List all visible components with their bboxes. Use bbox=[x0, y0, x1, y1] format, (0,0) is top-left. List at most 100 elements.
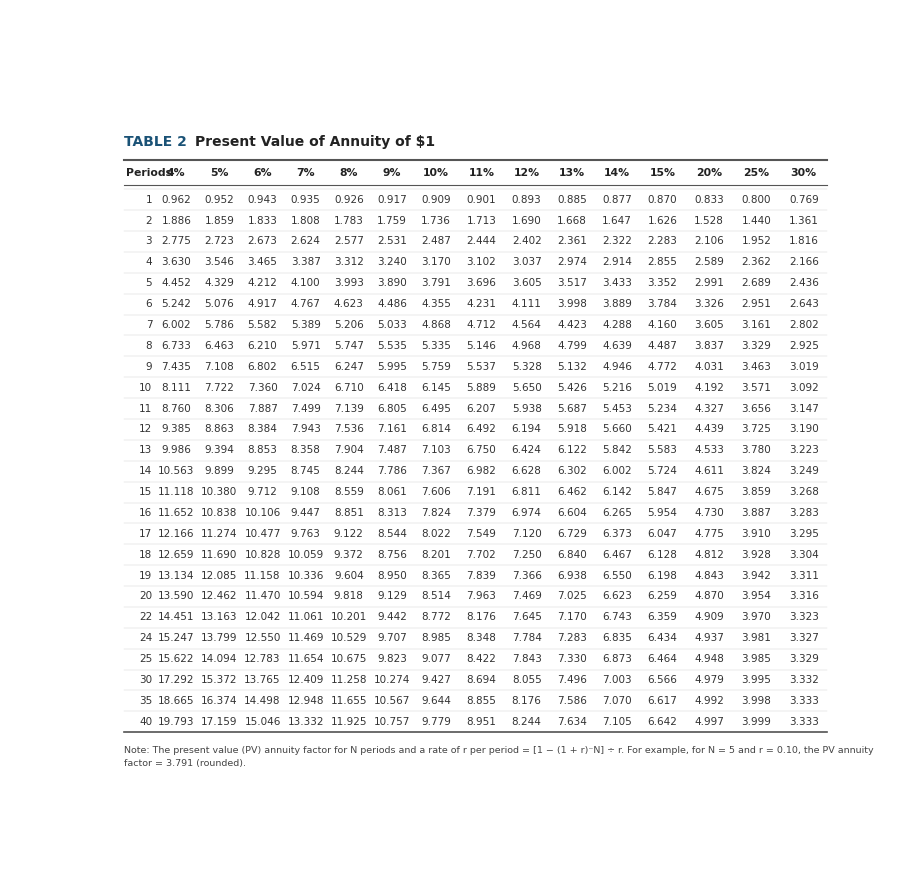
Text: 7.025: 7.025 bbox=[557, 591, 587, 601]
Text: 4.329: 4.329 bbox=[204, 278, 234, 289]
Text: 0.833: 0.833 bbox=[694, 194, 724, 205]
Text: 19.793: 19.793 bbox=[158, 717, 194, 726]
Text: 5.660: 5.660 bbox=[602, 424, 632, 434]
Text: 18: 18 bbox=[139, 550, 152, 559]
Text: 15.372: 15.372 bbox=[201, 675, 238, 685]
Text: 4.100: 4.100 bbox=[291, 278, 321, 289]
Text: 1.626: 1.626 bbox=[647, 216, 678, 226]
Text: 10.529: 10.529 bbox=[331, 633, 367, 643]
Text: 1.528: 1.528 bbox=[694, 216, 724, 226]
Text: 30%: 30% bbox=[791, 168, 817, 178]
Text: 4.868: 4.868 bbox=[421, 320, 451, 330]
Text: 11.158: 11.158 bbox=[244, 571, 281, 581]
Text: 4.948: 4.948 bbox=[694, 654, 724, 664]
Text: 2.444: 2.444 bbox=[466, 236, 496, 247]
Text: 2.166: 2.166 bbox=[788, 258, 819, 267]
Text: 10: 10 bbox=[139, 383, 152, 392]
Text: 4.946: 4.946 bbox=[602, 361, 632, 372]
Text: 10.201: 10.201 bbox=[331, 613, 367, 622]
Text: 6.938: 6.938 bbox=[557, 571, 587, 581]
Text: 5.146: 5.146 bbox=[466, 341, 496, 351]
Text: 6.002: 6.002 bbox=[602, 466, 632, 476]
Text: 14: 14 bbox=[139, 466, 152, 476]
Text: 14%: 14% bbox=[604, 168, 630, 178]
Text: 6.974: 6.974 bbox=[512, 508, 542, 518]
Text: 5.938: 5.938 bbox=[512, 403, 542, 414]
Text: 8.358: 8.358 bbox=[291, 445, 321, 456]
Text: 7.139: 7.139 bbox=[333, 403, 364, 414]
Text: 1.808: 1.808 bbox=[291, 216, 321, 226]
Text: 9.442: 9.442 bbox=[377, 613, 407, 622]
Text: 4.327: 4.327 bbox=[694, 403, 724, 414]
Text: 5.033: 5.033 bbox=[377, 320, 407, 330]
Text: 5.426: 5.426 bbox=[557, 383, 587, 392]
Text: 3.387: 3.387 bbox=[291, 258, 321, 267]
Text: 10.567: 10.567 bbox=[374, 696, 410, 706]
Text: 20%: 20% bbox=[696, 168, 722, 178]
Text: 5.889: 5.889 bbox=[466, 383, 496, 392]
Text: 6.434: 6.434 bbox=[647, 633, 678, 643]
Text: 20: 20 bbox=[139, 591, 152, 601]
Text: 9.447: 9.447 bbox=[291, 508, 321, 518]
Text: 6.814: 6.814 bbox=[421, 424, 451, 434]
Text: 5.242: 5.242 bbox=[161, 299, 192, 309]
Text: 3.463: 3.463 bbox=[741, 361, 771, 372]
Text: 17.292: 17.292 bbox=[158, 675, 194, 685]
Text: 3.037: 3.037 bbox=[512, 258, 542, 267]
Text: 0.917: 0.917 bbox=[377, 194, 407, 205]
Text: 3.283: 3.283 bbox=[788, 508, 819, 518]
Text: 2.487: 2.487 bbox=[421, 236, 451, 247]
Text: 5.759: 5.759 bbox=[421, 361, 451, 372]
Text: 16: 16 bbox=[139, 508, 152, 518]
Text: 3.890: 3.890 bbox=[377, 278, 407, 289]
Text: 9.644: 9.644 bbox=[421, 696, 451, 706]
Text: 9: 9 bbox=[146, 361, 152, 372]
Text: 6.424: 6.424 bbox=[512, 445, 542, 456]
Text: 7.435: 7.435 bbox=[161, 361, 192, 372]
Text: 3.312: 3.312 bbox=[333, 258, 364, 267]
Text: 11%: 11% bbox=[469, 168, 495, 178]
Text: 17: 17 bbox=[139, 529, 152, 539]
Text: 0.877: 0.877 bbox=[602, 194, 632, 205]
Text: 3.605: 3.605 bbox=[512, 278, 542, 289]
Text: 6.492: 6.492 bbox=[466, 424, 496, 434]
Text: 6.259: 6.259 bbox=[647, 591, 678, 601]
Text: 2.106: 2.106 bbox=[694, 236, 724, 247]
Text: 8.950: 8.950 bbox=[377, 571, 407, 581]
Text: 3.323: 3.323 bbox=[788, 613, 819, 622]
Text: 7.105: 7.105 bbox=[602, 717, 632, 726]
Text: 5.918: 5.918 bbox=[557, 424, 587, 434]
Text: 1.647: 1.647 bbox=[602, 216, 632, 226]
Text: 25: 25 bbox=[139, 654, 152, 664]
Text: 6.128: 6.128 bbox=[647, 550, 678, 559]
Text: 0.885: 0.885 bbox=[557, 194, 587, 205]
Text: 12.166: 12.166 bbox=[158, 529, 194, 539]
Text: 3.333: 3.333 bbox=[788, 717, 819, 726]
Text: 2.991: 2.991 bbox=[694, 278, 724, 289]
Text: 13.765: 13.765 bbox=[244, 675, 281, 685]
Text: 4.423: 4.423 bbox=[557, 320, 587, 330]
Text: 9.295: 9.295 bbox=[248, 466, 277, 476]
Text: 4.487: 4.487 bbox=[647, 341, 678, 351]
Text: 7.024: 7.024 bbox=[291, 383, 321, 392]
Text: 3.887: 3.887 bbox=[741, 508, 771, 518]
Text: 5.724: 5.724 bbox=[647, 466, 678, 476]
Text: 9.394: 9.394 bbox=[204, 445, 234, 456]
Text: 7%: 7% bbox=[297, 168, 315, 178]
Text: 4: 4 bbox=[146, 258, 152, 267]
Text: 5.453: 5.453 bbox=[602, 403, 632, 414]
Text: 9.899: 9.899 bbox=[204, 466, 234, 476]
Text: 3.223: 3.223 bbox=[788, 445, 819, 456]
Text: 5.132: 5.132 bbox=[557, 361, 587, 372]
Text: 6.604: 6.604 bbox=[557, 508, 587, 518]
Text: 4.979: 4.979 bbox=[694, 675, 724, 685]
Text: 1.713: 1.713 bbox=[466, 216, 496, 226]
Text: 14.498: 14.498 bbox=[244, 696, 281, 706]
Text: 0.909: 0.909 bbox=[421, 194, 451, 205]
Text: 3.837: 3.837 bbox=[694, 341, 724, 351]
Text: 7: 7 bbox=[146, 320, 152, 330]
Text: 6.247: 6.247 bbox=[333, 361, 364, 372]
Text: 9.823: 9.823 bbox=[377, 654, 407, 664]
Text: 6.733: 6.733 bbox=[161, 341, 192, 351]
Text: 3.942: 3.942 bbox=[741, 571, 771, 581]
